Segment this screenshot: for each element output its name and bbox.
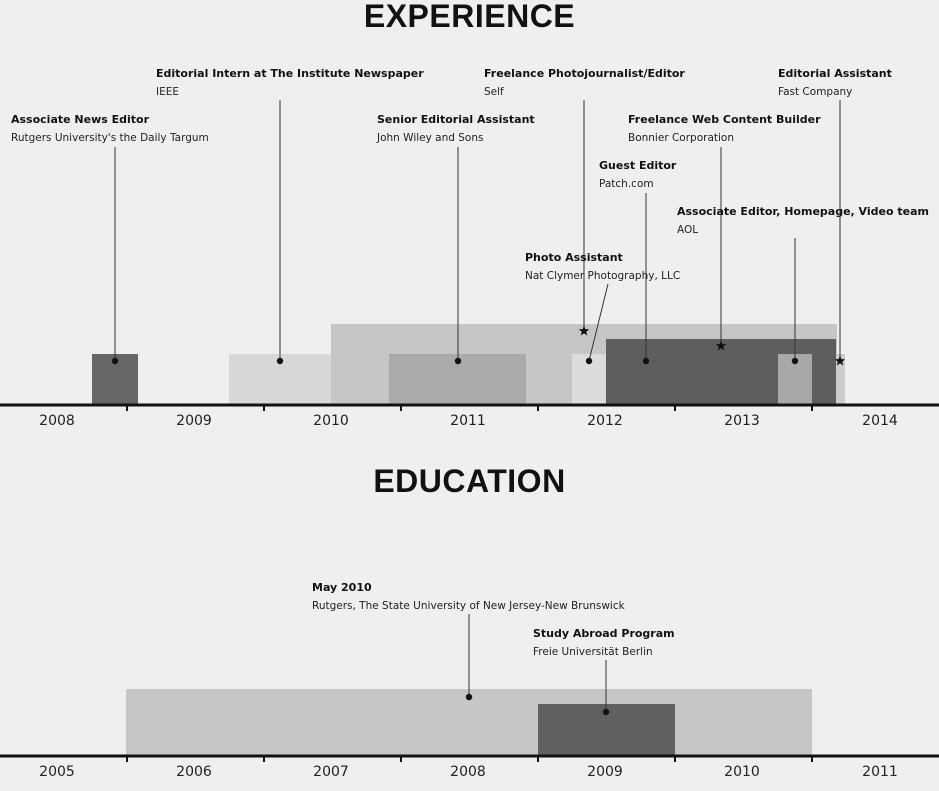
education-dot-marker [465,693,473,701]
role-org: Nat Clymer Photography, LLC [525,270,680,282]
year-label: 2008 [39,413,75,429]
role-title: Freelance Photojournalist/Editor [484,67,685,80]
year-label: 2011 [450,413,486,429]
year-label: 2007 [313,764,349,780]
role-dot-marker [642,357,650,365]
year-label: 2009 [587,764,623,780]
role-org: IEEE [156,86,179,98]
education-heading: EDUCATION [373,463,566,499]
education-org: Freie Universität Berlin [533,646,653,658]
experience-heading: EXPERIENCE [363,0,576,34]
education-title: Study Abroad Program [533,627,675,640]
role-title: Editorial Intern at The Institute Newspa… [156,67,424,80]
year-label: 2013 [724,413,760,429]
role-leader-line [588,283,609,362]
role-org: Rutgers University's the Daily Targum [11,132,209,144]
role-dot-marker [111,357,119,365]
role-org: Bonnier Corporation [628,132,734,144]
year-label: 2012 [587,413,623,429]
role-org: AOL [677,224,698,236]
role-title: Freelance Web Content Builder [628,113,821,126]
role-title: Associate Editor, Homepage, Video team [677,205,929,218]
star-icon [578,325,590,336]
education-title: May 2010 [312,581,372,594]
role-title: Editorial Assistant [778,67,892,80]
role-title: Guest Editor [599,159,677,172]
education-org: Rutgers, The State University of New Jer… [312,600,626,612]
role-org: John Wiley and Sons [376,132,483,144]
role-org: Fast Company [778,86,852,98]
year-label: 2010 [724,764,760,780]
experience-timeline: 2008 2009 2010 2011 2012 2013 2014 Associate Ne… [0,67,939,429]
education-dot-marker [602,708,610,716]
star-icon [834,355,846,366]
star-icon [715,340,727,351]
role-dot-marker [276,357,284,365]
role-dot-marker [791,357,799,365]
year-label: 2006 [176,764,212,780]
year-label: 2005 [39,764,75,780]
role-title: Photo Assistant [525,251,623,264]
role-org: Patch.com [599,178,654,190]
year-label: 2009 [176,413,212,429]
year-label: 2014 [862,413,898,429]
role-dot-marker [454,357,462,365]
role-title: Senior Editorial Assistant [377,113,535,126]
year-label: 2011 [862,764,898,780]
year-label: 2008 [450,764,486,780]
role-bar [836,354,845,404]
role-dot-marker [585,357,593,365]
role-org: Self [484,86,504,98]
year-label: 2010 [313,413,349,429]
role-title: Associate News Editor [11,113,150,126]
